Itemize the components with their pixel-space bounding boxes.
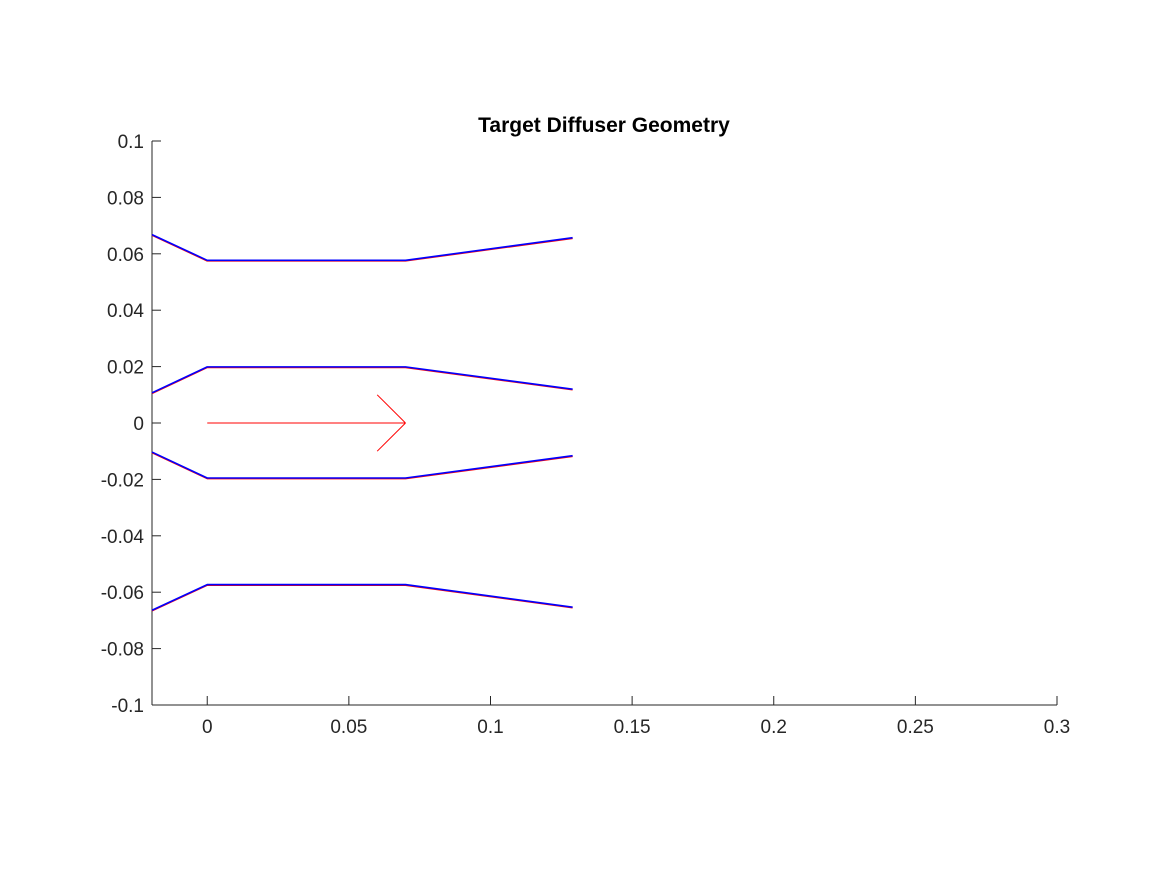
y-tick-label: 0.1 [118, 132, 144, 153]
y-tick-label: -0.06 [101, 583, 144, 604]
y-tick-label: 0.06 [107, 245, 144, 266]
y-tick-label: 0.08 [107, 188, 144, 209]
series-target-outer-wall-top [152, 235, 573, 261]
annotation-layer [207, 395, 405, 451]
series-outer-wall-bottom [152, 585, 573, 611]
series-target-inner-wall-bottom [152, 453, 573, 479]
arrow-head-lower [377, 423, 405, 451]
series-inner-wall-top [152, 367, 573, 393]
y-tick-label: -0.1 [111, 696, 144, 717]
arrow-head-upper [377, 395, 405, 423]
x-tick-label: 0.15 [614, 717, 651, 738]
chart-title: Target Diffuser Geometry [478, 114, 730, 137]
y-tick-label: -0.08 [101, 640, 144, 661]
y-tick-label: -0.04 [101, 527, 145, 548]
x-tick-label: 0 [202, 717, 213, 738]
y-tick-label: 0.02 [107, 358, 144, 379]
x-tick-label: 0.2 [761, 717, 787, 738]
y-tick-label: 0.04 [107, 301, 144, 322]
x-tick-label: 0.05 [330, 717, 367, 738]
x-tick-label: 0.25 [897, 717, 934, 738]
x-tick-label: 0.1 [477, 717, 503, 738]
flow-direction-arrow [207, 395, 405, 451]
x-tick-label: 0.3 [1044, 717, 1070, 738]
y-tick-label: 0 [133, 414, 144, 435]
axes: 0.1 0.08 0.06 0.04 0.02 0 -0.02 -0.04 -0.06 -0.08… [101, 132, 1071, 738]
y-tick-label: -0.02 [101, 470, 144, 491]
